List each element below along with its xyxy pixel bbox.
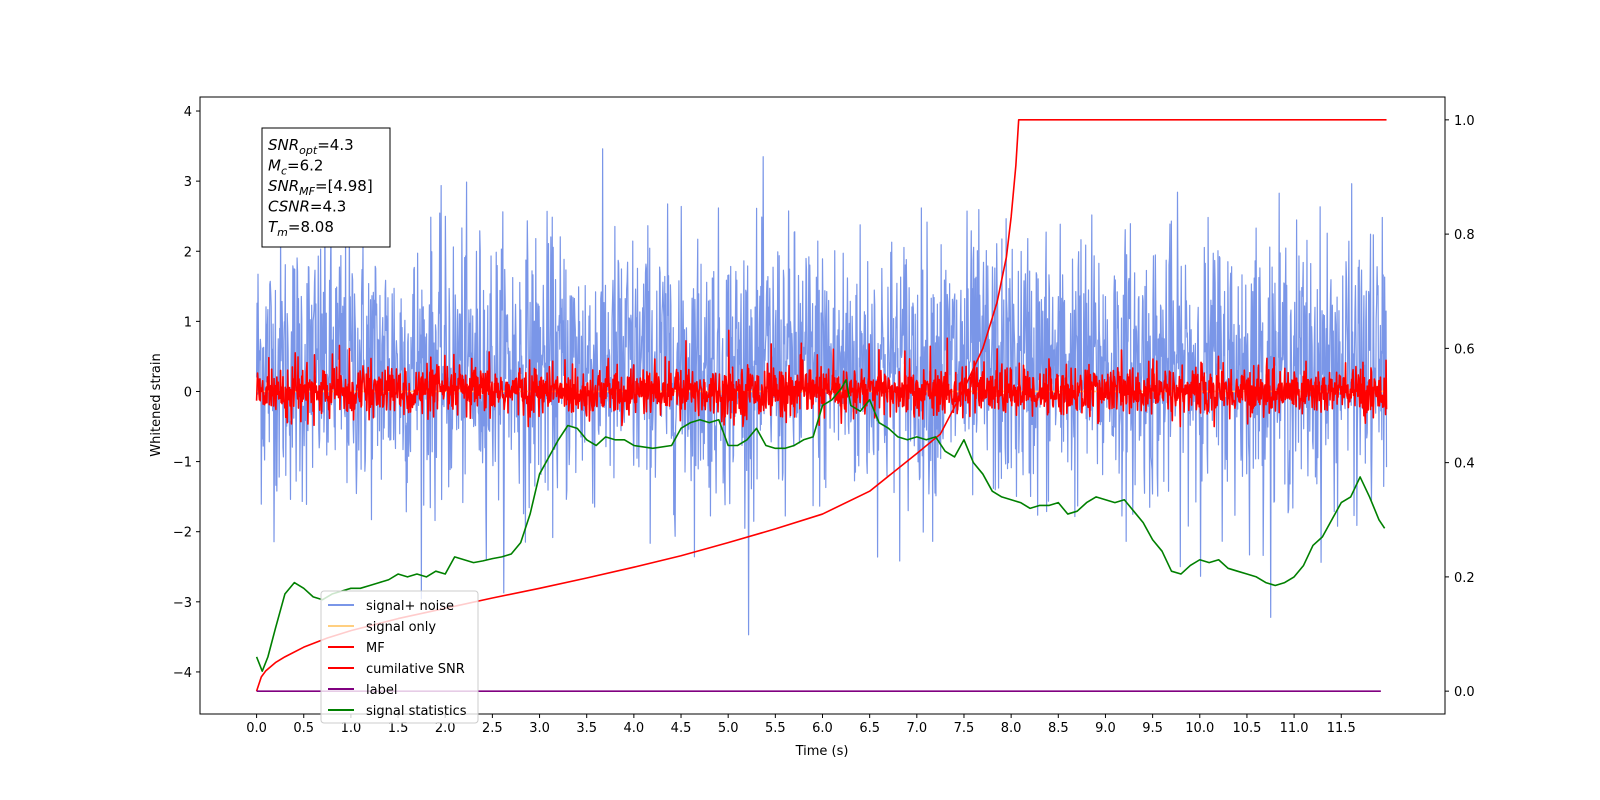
x-tick-label: 8.0: [1001, 721, 1022, 736]
x-tick-label: 2.0: [435, 721, 456, 736]
annotation-line: SNRopt=4.3: [268, 136, 354, 157]
x-tick-label: 0.5: [293, 721, 314, 736]
x-tick-label: 6.0: [812, 721, 833, 736]
x-tick-label: 0.0: [246, 721, 267, 736]
series-cumilative-snr-line: [255, 119, 1387, 692]
x-tick-label: 2.5: [482, 721, 503, 736]
legend-entry: signal+ noise: [366, 599, 454, 614]
y2-tick-label: 0.8: [1454, 228, 1475, 243]
x-tick-label: 5.5: [765, 721, 786, 736]
legend-entry: signal only: [366, 620, 436, 635]
x-axis-label: Time (s): [795, 744, 849, 759]
x-tick-label: 10.5: [1232, 721, 1261, 736]
x-tick-label: 6.5: [859, 721, 880, 736]
legend-entry: label: [366, 683, 397, 698]
y-axis-label: Whitened strain: [149, 353, 164, 456]
x-tick-label: 7.5: [954, 721, 975, 736]
x-tick-label: 10.0: [1185, 721, 1214, 736]
y-axis-right: 1.0 0.8 0.6 0.4 0.2 0.0: [1445, 114, 1475, 700]
legend: signal+ noise signal only MF cumilative SNR…: [320, 590, 479, 724]
y-tick-label: 3: [184, 175, 192, 190]
y-tick-label: −4: [173, 666, 192, 681]
y-tick-label: 2: [184, 245, 192, 260]
y2-tick-label: 0.0: [1454, 685, 1475, 700]
x-tick-label: 7.0: [906, 721, 927, 736]
plot-series: [255, 119, 1388, 692]
x-tick-label: 3.5: [576, 721, 597, 736]
x-tick-label: 11.5: [1327, 721, 1356, 736]
annotation-box-frame: [261, 127, 391, 248]
x-tick-label: 3.0: [529, 721, 550, 736]
series-mf-line: [255, 329, 1388, 428]
x-tick-label: 11.0: [1280, 721, 1309, 736]
x-tick-label: 1.0: [341, 721, 362, 736]
y2-tick-label: 1.0: [1454, 114, 1475, 129]
legend-entry: cumilative SNR: [366, 662, 465, 677]
legend-entry: signal statistics: [366, 704, 467, 719]
annotation-line: Tm=8.08: [268, 218, 334, 239]
y2-tick-label: 0.2: [1454, 571, 1475, 586]
annotation-line: Mc=6.2: [268, 157, 323, 178]
annotation-line: SNRMF=[4.98]: [268, 177, 373, 198]
y-axis-left: 4 3 2 1 0 −1 −2 −3 −4: [173, 105, 200, 681]
y2-tick-label: 0.6: [1454, 342, 1475, 357]
y-tick-label: 0: [184, 385, 192, 400]
x-tick-label: 9.5: [1142, 721, 1163, 736]
y-tick-label: 4: [184, 105, 192, 120]
x-axis: 0.0 0.5 1.0 1.5 2.0 2.5 3.0 3.5 4.0 4.5 5.0 5.5 6.0 6…: [246, 714, 1356, 736]
x-tick-label: 4.5: [671, 721, 692, 736]
annotation-line: CSNR=4.3: [268, 198, 346, 216]
y2-tick-label: 0.4: [1454, 457, 1475, 472]
legend-entry: MF: [366, 641, 385, 656]
y-tick-label: −2: [173, 526, 192, 541]
x-tick-label: 8.5: [1048, 721, 1069, 736]
x-tick-label: 4.0: [624, 721, 645, 736]
y-tick-label: 1: [184, 315, 192, 330]
y-tick-label: −3: [173, 596, 192, 611]
legend-frame: [320, 590, 479, 724]
x-tick-label: 9.0: [1095, 721, 1116, 736]
series-signal-statistics-line: [255, 378, 1386, 672]
x-tick-label: 5.0: [718, 721, 739, 736]
y-tick-label: −1: [173, 456, 192, 471]
x-tick-label: 1.5: [388, 721, 409, 736]
